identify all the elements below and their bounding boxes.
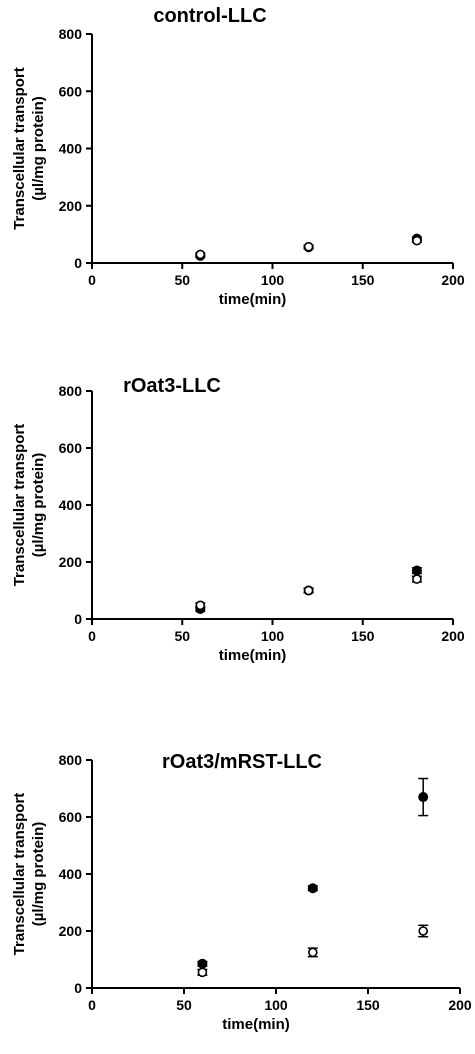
data-point-filled: [411, 565, 422, 576]
y-tick-label: 400: [59, 497, 83, 513]
data-point-open: [303, 241, 314, 252]
chart-title: control-LLC: [153, 5, 266, 27]
y-tick-label: 800: [59, 383, 83, 399]
x-tick-label: 200: [441, 628, 465, 644]
data-point-open: [303, 585, 314, 596]
x-tick-label: 100: [261, 628, 285, 644]
chart-title: rOat3/mRST-LLC: [162, 751, 322, 773]
y-tick-label: 0: [74, 255, 82, 271]
y-tick-label: 800: [59, 26, 83, 42]
data-point-open: [418, 926, 429, 936]
data-point-filled: [307, 883, 318, 894]
y-tick-label: 400: [59, 866, 83, 882]
x-tick-label: 50: [174, 272, 190, 288]
data-point-open: [195, 249, 206, 260]
x-tick-label: 150: [351, 272, 375, 288]
x-tick-label: 100: [264, 997, 288, 1013]
x-tick-label: 50: [176, 997, 192, 1013]
data-point-filled: [418, 792, 429, 803]
x-axis-label: time(min): [219, 291, 287, 308]
x-tick-label: 0: [88, 628, 96, 644]
x-tick-label: 150: [351, 628, 375, 644]
data-point-open: [307, 947, 318, 958]
data-point-open: [412, 574, 422, 584]
chart-panel-3: rOat3/mRST-LLC 0 200 400 600 800 0 50 100 150 200 t…: [11, 751, 472, 1033]
y-axis-label: (µl/mg protein): [30, 453, 47, 557]
data-point-filled: [197, 958, 208, 969]
y-axis-label: Transcellular transport: [11, 793, 28, 956]
data-point-open: [195, 600, 206, 611]
x-axis-label: time(min): [219, 647, 287, 664]
y-axis-label: Transcellular transport: [11, 67, 28, 230]
y-tick-label: 0: [74, 611, 82, 627]
x-tick-label: 150: [356, 997, 380, 1013]
x-tick-label: 200: [448, 997, 472, 1013]
y-axis-label: Transcellular transport: [11, 424, 28, 587]
chart-panel-1: control-LLC 0 200 400 600 800 0 50 100 150 200 time…: [11, 5, 465, 308]
y-tick-label: 0: [74, 980, 82, 996]
x-tick-label: 0: [88, 272, 96, 288]
y-tick-label: 800: [59, 752, 83, 768]
x-axis-label: time(min): [222, 1016, 290, 1033]
x-tick-label: 50: [174, 628, 190, 644]
chart-panel-2: rOat3-LLC 0 200 400 600 800 0 50 100 150 200 time(m…: [11, 375, 465, 664]
y-tick-label: 600: [59, 809, 83, 825]
x-tick-label: 200: [441, 272, 465, 288]
x-tick-label: 0: [88, 997, 96, 1013]
y-tick-label: 600: [59, 83, 83, 99]
y-tick-label: 400: [59, 141, 83, 157]
y-tick-label: 200: [59, 198, 83, 214]
y-tick-label: 200: [59, 554, 83, 570]
data-point-open: [197, 967, 208, 978]
x-tick-label: 100: [261, 272, 285, 288]
y-axis-label: (µl/mg protein): [30, 96, 47, 200]
y-tick-label: 200: [59, 923, 83, 939]
y-tick-label: 600: [59, 440, 83, 456]
chart-title: rOat3-LLC: [123, 375, 221, 397]
data-point-open: [412, 235, 422, 246]
y-axis-label: (µl/mg protein): [30, 822, 47, 926]
